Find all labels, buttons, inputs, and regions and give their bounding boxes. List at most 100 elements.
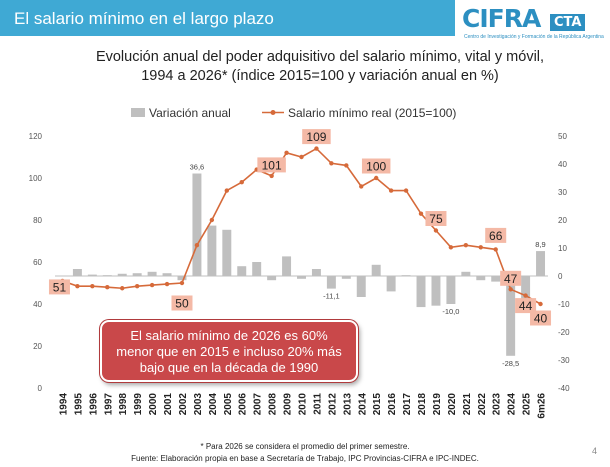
point-label: 100 <box>366 160 386 174</box>
x-tick-label: 2012 <box>327 393 338 416</box>
point-label-box <box>171 295 193 311</box>
salary-point <box>134 283 140 289</box>
logo-badge: CTA <box>550 14 586 31</box>
left-axis-tick-label: 0 <box>38 384 43 393</box>
point-label-box <box>425 211 447 226</box>
bar <box>521 276 531 303</box>
x-tick-label: 2010 <box>298 393 309 416</box>
bar <box>237 266 247 276</box>
left-axis-tick-label: 20 <box>33 342 42 351</box>
point-label: 40 <box>534 312 548 326</box>
salary-point <box>149 282 155 288</box>
header-banner: El salario mínimo en el largo plazo <box>0 0 455 36</box>
salary-point <box>105 285 110 290</box>
source-note: Fuente: Elaboración propia en base a Sec… <box>131 454 479 463</box>
bar <box>326 276 336 289</box>
point-label-box <box>515 298 537 314</box>
callout-line-3: bajo que en la década de 1990 <box>139 360 319 375</box>
callout-box: El salario mínimo de 2026 es 60% menor q… <box>100 320 358 382</box>
page-number: 4 <box>592 446 598 456</box>
x-tick-label: 1997 <box>103 393 114 416</box>
bar <box>117 273 127 276</box>
x-tick-label: 6m26 <box>537 393 548 419</box>
left-axis-tick-label: 100 <box>29 174 43 183</box>
x-tick-label: 2021 <box>462 393 473 416</box>
point-label-box <box>257 157 286 173</box>
salary-point <box>538 301 543 307</box>
bar-value-label: -10,0 <box>442 307 459 316</box>
salary-point <box>224 188 230 193</box>
legend-swatch-bars <box>131 108 145 117</box>
x-tick-label: 2016 <box>387 393 398 416</box>
point-label: 75 <box>429 212 443 226</box>
salary-point <box>239 180 244 185</box>
bar <box>72 269 82 276</box>
bar <box>147 271 157 276</box>
x-tick-label: 2006 <box>238 393 249 416</box>
callout-line-2: menor que en 2015 e incluso 20% más <box>116 344 342 359</box>
right-axis-tick-label: -10 <box>558 300 570 309</box>
x-tick-label: 2000 <box>148 393 159 416</box>
bar-value-label: 8,9 <box>535 240 545 249</box>
footnote: * Para 2026 se considera el promedio del… <box>200 442 410 451</box>
logo-subtitle: Centro de Investigación y Formación de l… <box>464 34 604 40</box>
x-tick-label: 2009 <box>283 393 294 416</box>
right-axis-tick-label: 10 <box>558 244 567 253</box>
x-tick-label: 2022 <box>477 393 488 416</box>
point-label: 44 <box>519 299 533 313</box>
bar <box>371 264 381 276</box>
x-tick-label: 2002 <box>178 393 189 416</box>
bar-value-label: -11,1 <box>323 292 340 301</box>
bar <box>177 276 187 281</box>
x-tick-label: 1996 <box>88 393 99 416</box>
right-axis-tick-label: 50 <box>558 132 567 141</box>
bar <box>192 173 202 276</box>
salary-point <box>448 245 454 250</box>
bar <box>476 276 486 281</box>
x-tick-label: 2020 <box>447 393 458 416</box>
x-tick-label: 2004 <box>208 393 219 416</box>
bar <box>386 276 396 292</box>
salary-line <box>62 147 541 305</box>
x-tick-label: 1998 <box>118 393 129 416</box>
left-axis-tick-label: 60 <box>33 258 42 267</box>
x-tick-label: 2011 <box>312 393 323 415</box>
left-axis-tick-label: 120 <box>29 132 43 141</box>
x-tick-label: 2024 <box>507 393 518 416</box>
right-axis-tick-label: 20 <box>558 216 567 225</box>
x-tick-label: 2017 <box>402 393 413 416</box>
x-tick-label: 2015 <box>372 393 383 416</box>
bar <box>416 276 426 308</box>
x-tick-label: 2013 <box>342 393 353 416</box>
bar <box>207 225 217 276</box>
point-label: 50 <box>175 297 189 311</box>
legend-label-bars: Variación anual <box>149 106 231 120</box>
right-axis-tick-label: -30 <box>558 356 570 365</box>
point-label: 101 <box>262 158 282 172</box>
bar <box>132 273 142 276</box>
salary-point <box>523 293 528 298</box>
x-tick-label: 2014 <box>357 393 368 416</box>
salary-point <box>344 163 349 168</box>
salary-point <box>120 286 125 291</box>
x-tick-label: 2003 <box>193 393 204 416</box>
left-axis-tick-label: 80 <box>33 216 42 225</box>
point-label: 51 <box>53 280 67 294</box>
point-label-box <box>302 129 331 145</box>
callout-line-1: El salario mínimo de 2026 es 60% <box>130 328 328 343</box>
bar <box>297 276 306 279</box>
salary-point <box>209 217 215 223</box>
salary-point <box>388 188 394 193</box>
logo-wordmark: CIFRA <box>462 4 541 33</box>
bar <box>431 276 441 306</box>
point-label-box <box>500 270 522 286</box>
salary-point <box>403 188 409 193</box>
x-tick-label: 2007 <box>253 393 264 416</box>
bar <box>461 271 471 276</box>
x-tick-label: 2018 <box>417 393 428 416</box>
bar <box>162 273 172 276</box>
bar-value-label: -28,5 <box>502 359 519 368</box>
bar <box>491 276 501 282</box>
right-axis-tick-label: -40 <box>558 384 570 393</box>
point-label-box <box>530 310 552 326</box>
